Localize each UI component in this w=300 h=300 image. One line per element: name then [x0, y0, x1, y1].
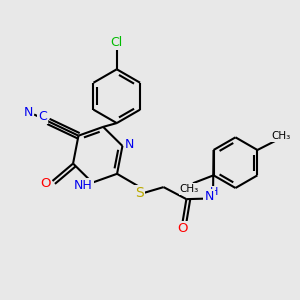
- Text: O: O: [177, 222, 188, 236]
- Text: N: N: [24, 106, 33, 119]
- Text: S: S: [136, 186, 144, 200]
- Text: NH: NH: [74, 179, 93, 192]
- Text: C: C: [38, 110, 47, 123]
- Text: N: N: [125, 138, 134, 151]
- Text: H: H: [210, 187, 218, 196]
- Text: N: N: [205, 190, 214, 203]
- Text: CH₃: CH₃: [271, 131, 290, 141]
- Text: CH₃: CH₃: [179, 184, 199, 194]
- Text: O: O: [40, 177, 51, 190]
- Text: Cl: Cl: [111, 37, 123, 50]
